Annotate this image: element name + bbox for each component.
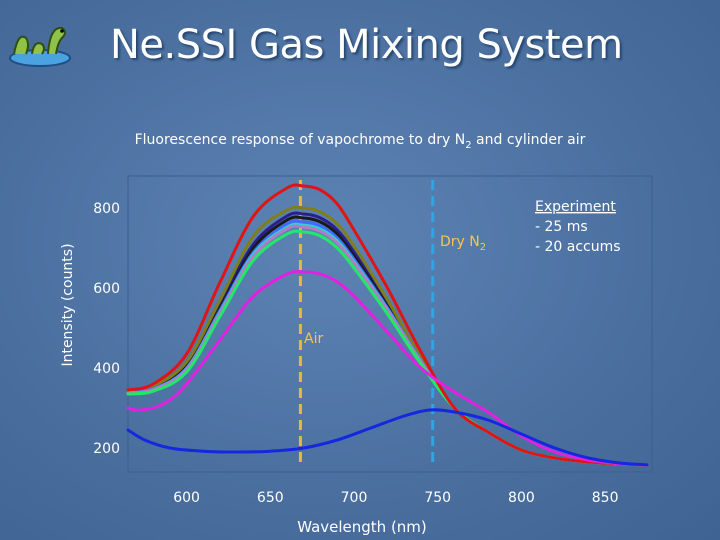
y-ticks: 200 400 600 800 [93, 201, 120, 457]
experiment-note: Experiment - 25 ms - 20 accums [535, 199, 621, 255]
plot-area [127, 175, 653, 473]
x-tick-label: 600 [173, 490, 200, 506]
series-line [126, 229, 649, 467]
series-line [126, 270, 649, 467]
series-line [126, 408, 649, 467]
dry-n2-label: Dry N [440, 234, 480, 250]
experiment-note-line: - 20 accums [535, 239, 621, 255]
experiment-note-title: Experiment [535, 199, 616, 215]
air-annotation: Air [304, 331, 323, 347]
series-line [126, 183, 649, 467]
slide-title: Ne.SSI Gas Mixing System [110, 22, 623, 68]
y-tick-label: 600 [93, 281, 120, 297]
experiment-note-line: - 25 ms [535, 219, 588, 235]
dry-n2-subscript: 2 [480, 242, 486, 253]
x-tick-label: 700 [341, 490, 368, 506]
y-tick-label: 400 [93, 361, 120, 377]
x-tick-label: 800 [508, 490, 535, 506]
chart-title-part: and cylinder air [472, 132, 586, 148]
y-tick-label: 200 [93, 441, 120, 457]
x-axis-label: Wavelength (nm) [297, 518, 427, 536]
series-line [126, 224, 649, 467]
chart-title-part: Fluorescence response of vapochrome to d… [135, 132, 466, 148]
chart-title-subscript: 2 [465, 140, 471, 151]
y-axis-label: Intensity (counts) [60, 243, 76, 366]
x-tick-label: 650 [257, 490, 284, 506]
x-tick-label: 750 [424, 490, 451, 506]
x-tick-label: 850 [592, 490, 619, 506]
series-group [126, 183, 649, 467]
dry-n2-annotation: Dry N2 [440, 234, 486, 253]
chart-title: Fluorescence response of vapochrome to d… [135, 132, 586, 151]
y-tick-label: 800 [93, 201, 120, 217]
x-ticks: 600 650 700 750 800 850 [173, 490, 618, 506]
sea-serpent-logo-icon [9, 26, 71, 67]
